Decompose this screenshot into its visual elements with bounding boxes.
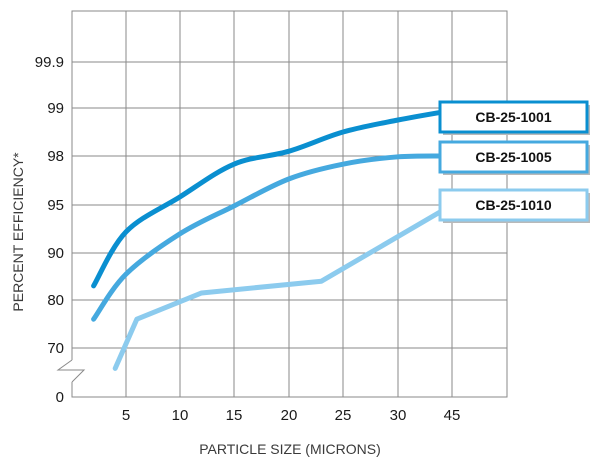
y-tick-label: 70 — [47, 340, 64, 357]
x-axis-title: PARTICLE SIZE (MICRONS) — [199, 441, 381, 457]
y-axis-title: PERCENT EFFICIENCY* — [10, 152, 26, 312]
y-tick-label: 99 — [47, 100, 64, 117]
y-tick-label: 98 — [47, 148, 64, 165]
callout-cb-25-1001: CB-25-1001 — [438, 100, 590, 135]
y-axis-break — [56, 359, 86, 383]
x-tick-label: 25 — [335, 407, 352, 424]
series-callouts: CB-25-1001 CB-25-1005 CB-25-1010 — [438, 100, 590, 223]
axis-break-mask — [66, 360, 78, 382]
callout-box — [438, 100, 589, 134]
callout-box — [438, 140, 589, 174]
y-tick-label: 80 — [47, 292, 64, 309]
callout-box — [438, 188, 589, 222]
callout-label: CB-25-1001 — [475, 109, 551, 125]
y-tick-label: 95 — [47, 197, 64, 214]
x-tick-label: 30 — [390, 407, 407, 424]
series-line-cb-25-1005 — [91, 153, 455, 322]
series-line-cb-25-1010 — [112, 202, 455, 371]
y-tick-label: 99.9 — [35, 54, 64, 71]
series-layer — [91, 107, 455, 371]
axis-break-zigzag — [56, 359, 86, 383]
series-line-cb-25-1001 — [91, 107, 455, 289]
callout-cb-25-1005: CB-25-1005 — [438, 140, 590, 175]
y-tick-label: 90 — [47, 245, 64, 262]
x-tick-label: 20 — [281, 407, 298, 424]
x-tick-label: 15 — [226, 407, 243, 424]
x-tick-label: 45 — [444, 407, 461, 424]
tick-labels: 5 10 15 20 25 30 45 0 70 80 90 95 98 99 99.9 — [35, 54, 461, 424]
callout-cb-25-1010: CB-25-1010 — [438, 188, 590, 223]
callout-label: CB-25-1005 — [475, 149, 551, 165]
y-tick-label: 0 — [56, 389, 64, 406]
callout-label: CB-25-1010 — [475, 197, 551, 213]
x-tick-label: 10 — [172, 407, 189, 424]
x-tick-label: 5 — [122, 407, 130, 424]
